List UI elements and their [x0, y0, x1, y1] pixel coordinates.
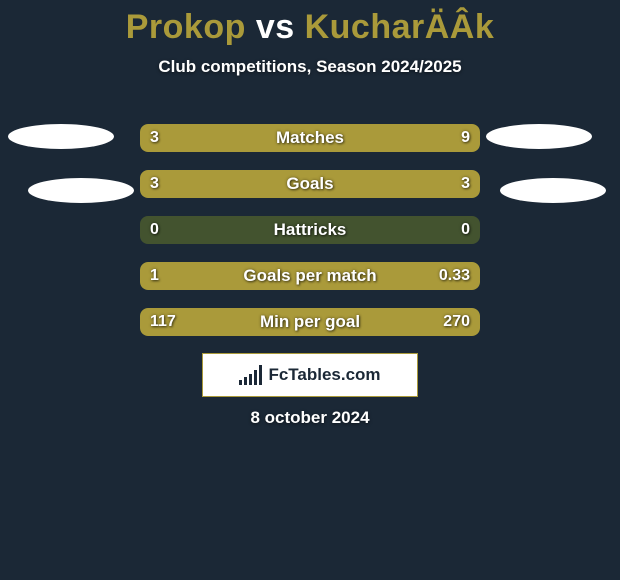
logo-bar — [254, 370, 257, 385]
row-value-right: 9 — [461, 129, 470, 147]
logo-bars-icon — [239, 365, 262, 385]
row-value-left: 0 — [150, 221, 159, 239]
row-value-left: 3 — [150, 175, 159, 193]
row-metric-label: Hattricks — [274, 220, 347, 240]
row-metric-label: Min per goal — [260, 312, 360, 332]
row-value-right: 0 — [461, 221, 470, 239]
fctables-logo: FcTables.com — [202, 353, 418, 397]
ellipse-shape — [486, 124, 592, 149]
vs-text: vs — [256, 8, 295, 46]
bar-fill-right — [310, 170, 480, 198]
logo-bar — [244, 377, 247, 385]
row-value-left: 3 — [150, 129, 159, 147]
ellipse-shape — [500, 178, 606, 203]
subtitle: Club competitions, Season 2024/2025 — [0, 57, 620, 77]
row-value-right: 0.33 — [439, 267, 470, 285]
logo-bar — [249, 374, 252, 385]
page-title: Prokop vs KucharÄÂ­k — [0, 0, 620, 47]
comparison-row: 1 0.33 Goals per match — [140, 262, 480, 290]
row-metric-label: Matches — [276, 128, 344, 148]
row-value-left: 117 — [150, 313, 176, 331]
bar-fill-left — [140, 170, 310, 198]
row-value-left: 1 — [150, 267, 159, 285]
ellipse-shape — [8, 124, 114, 149]
row-metric-label: Goals per match — [243, 266, 376, 286]
ellipse-shape — [28, 178, 134, 203]
comparison-row: 3 3 Goals — [140, 170, 480, 198]
row-value-right: 270 — [443, 313, 470, 331]
footer-date: 8 october 2024 — [250, 408, 369, 428]
row-value-right: 3 — [461, 175, 470, 193]
comparison-rows: 3 9 Matches 3 3 Goals 0 0 Hattricks 1 0.33 Goals pe… — [140, 124, 480, 354]
logo-bar — [239, 380, 242, 385]
comparison-row: 117 270 Min per goal — [140, 308, 480, 336]
comparison-infographic: Prokop vs KucharÄÂ­k Club competitions, … — [0, 0, 620, 580]
bar-fill-right — [215, 124, 480, 152]
logo-text: FcTables.com — [268, 365, 380, 385]
comparison-row: 3 9 Matches — [140, 124, 480, 152]
row-metric-label: Goals — [286, 174, 333, 194]
logo-bar — [259, 365, 262, 385]
comparison-row: 0 0 Hattricks — [140, 216, 480, 244]
player2-name: KucharÄÂ­k — [305, 8, 495, 46]
player1-name: Prokop — [126, 8, 246, 46]
